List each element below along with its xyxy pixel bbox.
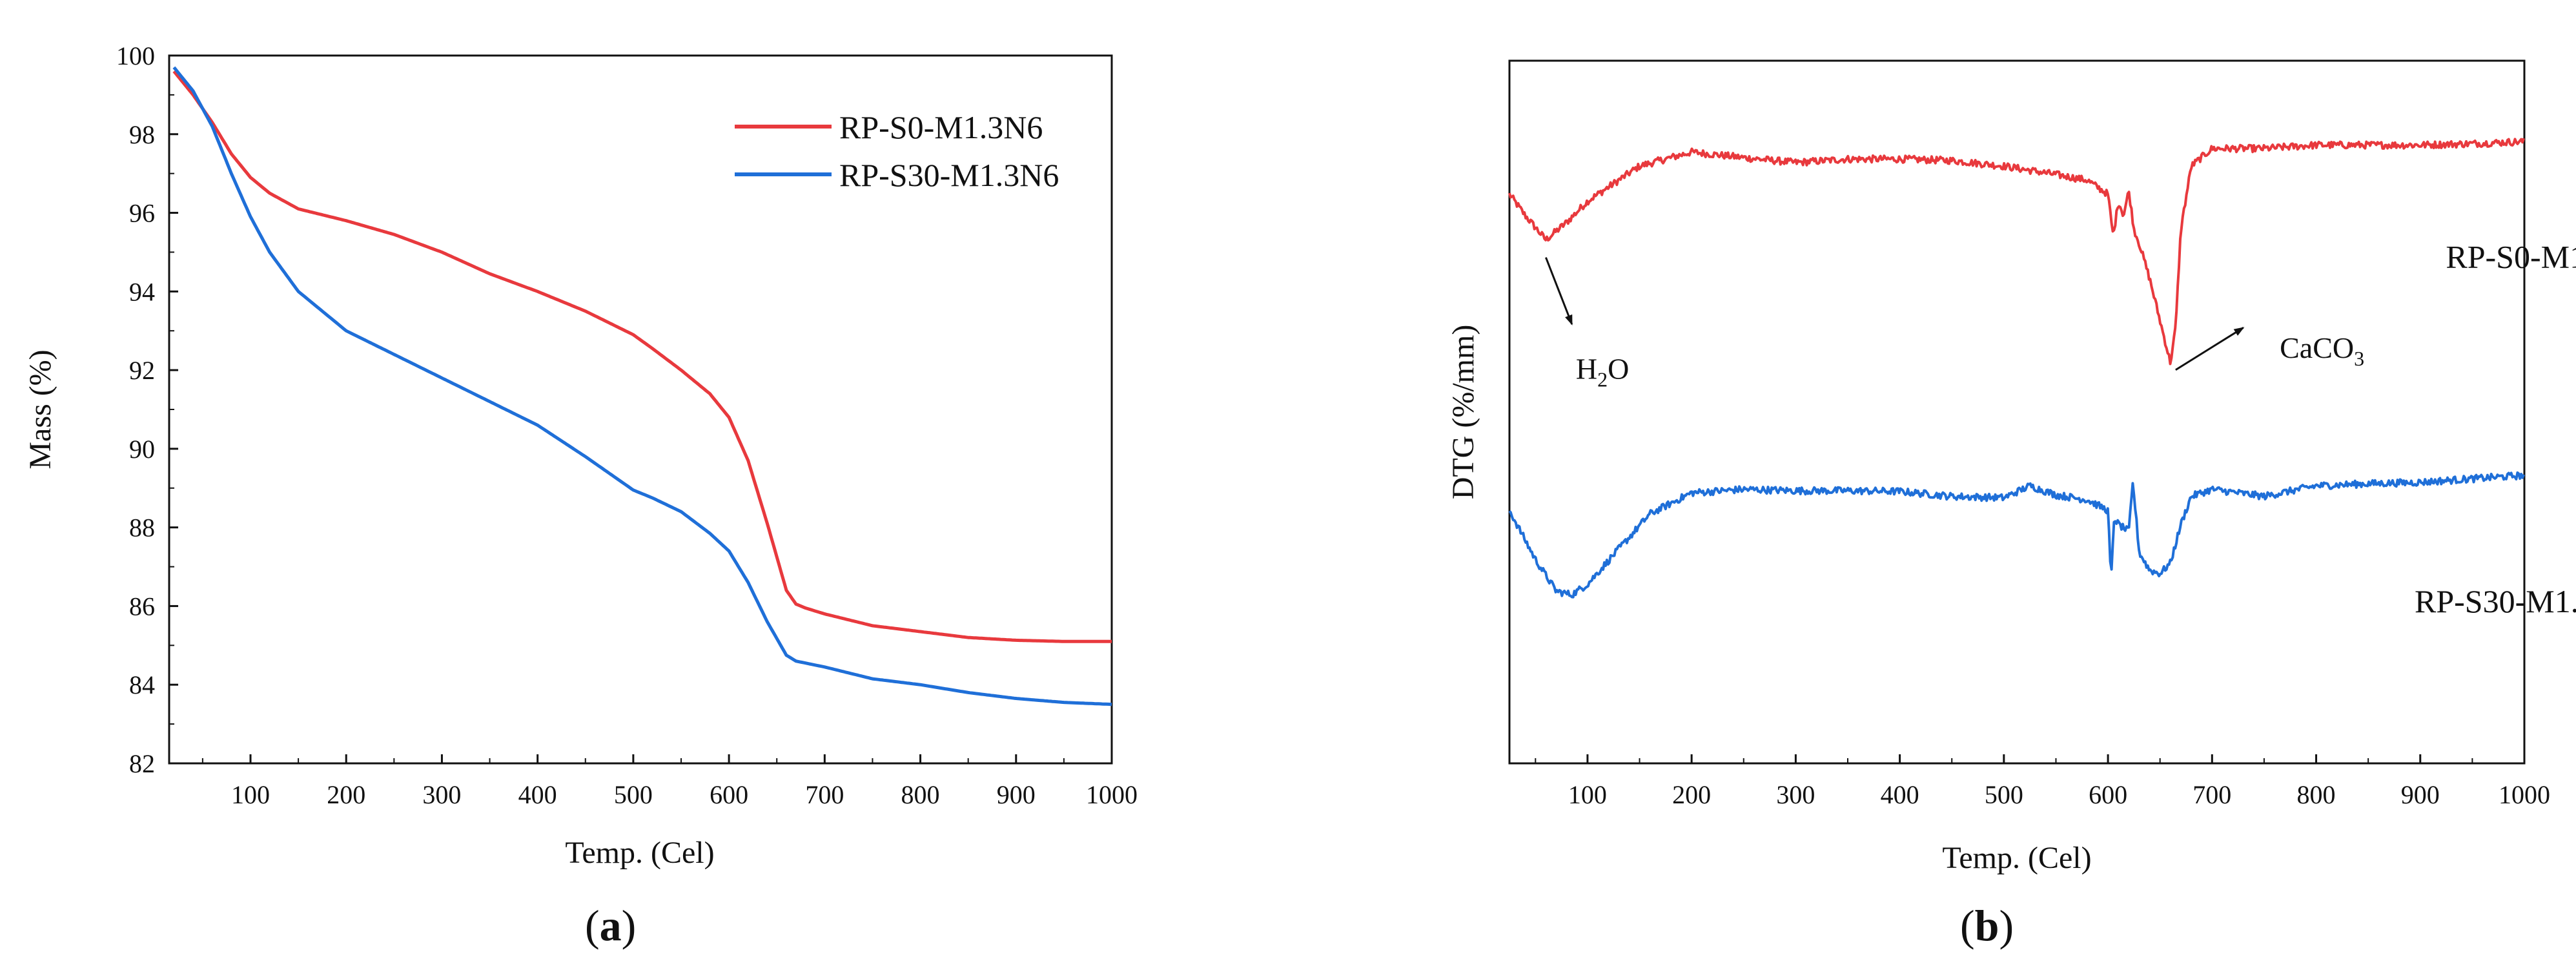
panel-a-legend: RP-S0-M1.3N6 RP-S30-M1.3N6 (735, 109, 1059, 193)
panel-a-tga-chart: 100 200 300 400 500 600 700 800 900 1000 82 84 86 88 9… (23, 41, 1138, 950)
a-y-tick-label: 92 (129, 356, 155, 385)
panel-b-ticks: 100 200 300 400 500 600 700 800 900 1000 (1535, 754, 2550, 809)
caco3-arrow (2175, 327, 2245, 371)
a-y-tick-label: 88 (129, 513, 155, 542)
caco3-label: CaCO3 (2280, 331, 2364, 370)
b-x-tick-label: 200 (1672, 780, 1711, 809)
b-x-tick-label: 1000 (2499, 780, 2550, 809)
a-y-tick-label: 98 (129, 120, 155, 149)
b-series-label-1: RP-S30-M1.3N6 (2415, 583, 2576, 619)
a-y-tick-label: 86 (129, 592, 155, 621)
panel-a-series-lines (172, 66, 1112, 707)
b-x-tick-label: 700 (2193, 780, 2231, 809)
b-x-tick-label: 600 (2089, 780, 2127, 809)
a-x-tick-label: 500 (614, 780, 653, 809)
a-x-tick-label: 800 (901, 780, 940, 809)
panel-b-y-axis-label: DTG (%/mm) (1446, 325, 1480, 500)
a-y-tick-label: 100 (116, 41, 155, 70)
legend-label-series-0: RP-S0-M1.3N6 (839, 109, 1043, 145)
a-y-tick-label: 82 (129, 749, 155, 778)
a-y-tick-label: 84 (129, 670, 155, 699)
panel-b-series-lines (1508, 138, 2525, 599)
b-x-tick-label: 800 (2297, 780, 2336, 809)
a-x-tick-label: 100 (231, 780, 270, 809)
legend-label-series-1: RP-S30-M1.3N6 (839, 157, 1059, 193)
a-x-tick-label: 400 (518, 780, 557, 809)
b-series-line-0 (1508, 138, 2525, 366)
a-y-tick-label: 94 (129, 277, 155, 306)
a-series-line-1 (172, 66, 1112, 707)
panel-b-dtg-chart: 100 200 300 400 500 600 700 800 900 1000 DTG (%/m… (1446, 59, 2576, 950)
h2o-arrow (1545, 257, 1573, 325)
b-x-tick-label: 900 (2401, 780, 2440, 809)
a-x-tick-label: 700 (805, 780, 844, 809)
panel-b-plot-frame (1508, 59, 2526, 765)
h2o-label: H2O (1576, 353, 1629, 391)
b-x-tick-label: 100 (1568, 780, 1607, 809)
a-y-tick-label: 90 (129, 435, 155, 464)
a-x-tick-label: 900 (997, 780, 1036, 809)
b-x-tick-label: 500 (1985, 780, 2023, 809)
a-x-tick-label: 1000 (1086, 780, 1138, 809)
b-series-label-0: RP-S0-M1.3N6 (2446, 239, 2576, 275)
b-x-tick-label: 300 (1776, 780, 1815, 809)
b-x-tick-label: 400 (1881, 780, 1919, 809)
panel-b-x-axis-label: Temp. (Cel) (1942, 841, 2091, 875)
panel-a-ticks: 100 200 300 400 500 600 700 800 900 1000 82 84 86 88 9… (116, 41, 1138, 809)
a-x-tick-label: 600 (710, 780, 748, 809)
a-x-tick-label: 200 (327, 780, 365, 809)
a-x-tick-label: 300 (422, 780, 461, 809)
panel-a-x-axis-label: Temp. (Cel) (565, 836, 714, 870)
b-series-line-1 (1508, 471, 2525, 599)
panel-b-annotations: H2O CaCO3 RP-S0-M1.3N6 RP-S30-M1.3N6 (1545, 239, 2576, 619)
a-y-tick-label: 96 (129, 199, 155, 228)
a-series-line-0 (172, 70, 1112, 643)
panel-a-y-axis-label: Mass (%) (23, 349, 57, 469)
panel-a-label: (a) (585, 901, 636, 950)
panel-b-label: (b) (1960, 901, 2014, 950)
